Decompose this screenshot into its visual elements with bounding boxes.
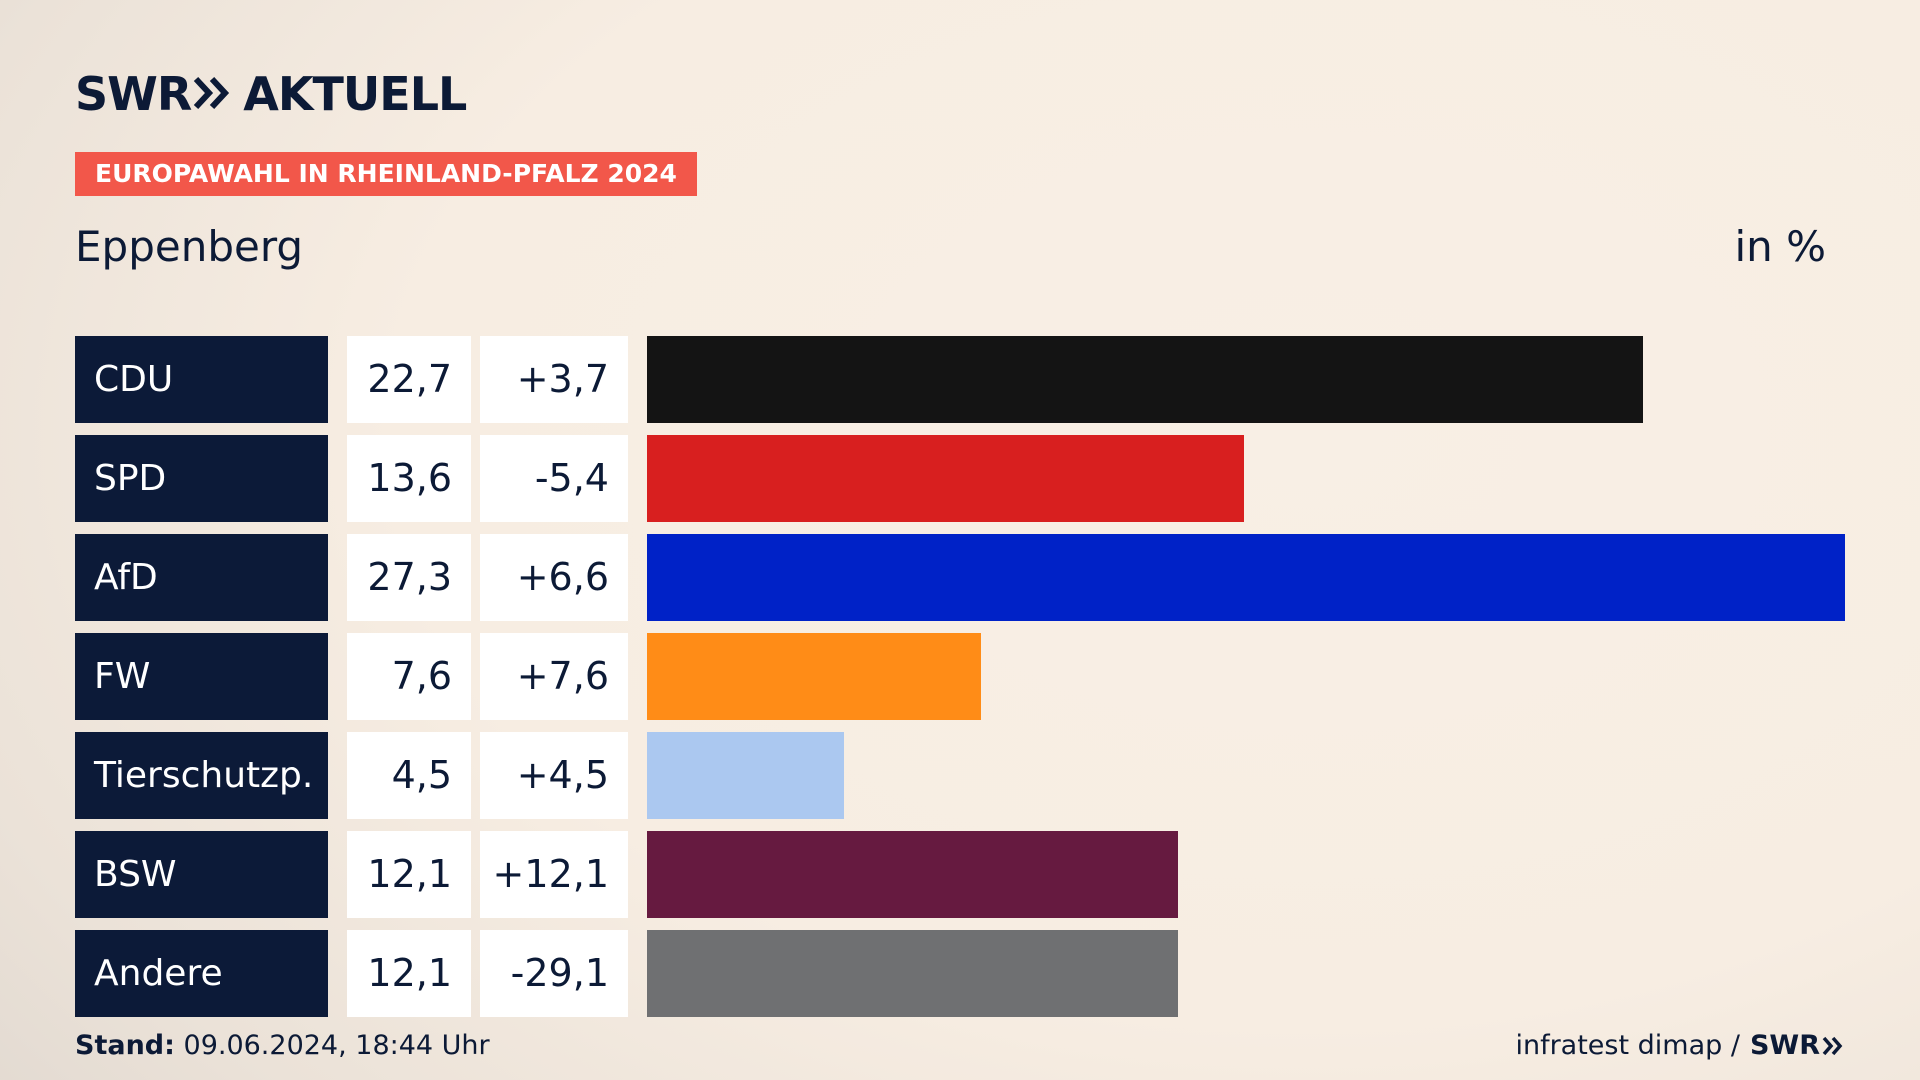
result-bar: [647, 831, 1178, 918]
region-title: Eppenberg: [75, 222, 304, 271]
share-value: 7,6: [347, 633, 471, 720]
party-label: AfD: [75, 534, 328, 621]
change-value: +12,1: [480, 831, 628, 918]
logo-brand: SWR: [75, 67, 192, 121]
source-brand: SWR: [1749, 1030, 1820, 1061]
result-bar: [647, 435, 1244, 522]
change-value: +6,6: [480, 534, 628, 621]
party-label: BSW: [75, 831, 328, 918]
result-row: Tierschutzp. 4,5 +4,5: [75, 732, 1845, 819]
share-value: 12,1: [347, 831, 471, 918]
result-bar: [647, 336, 1643, 423]
result-bar: [647, 534, 1845, 621]
timestamp: Stand: 09.06.2024, 18:44 Uhr: [75, 1030, 490, 1061]
result-row: AfD 27,3 +6,6: [75, 534, 1845, 621]
result-bar: [647, 732, 844, 819]
source-credit: infratest dimap / SWR: [1515, 1030, 1844, 1061]
stand-label: Stand:: [75, 1030, 175, 1061]
result-row: FW 7,6 +7,6: [75, 633, 1845, 720]
stand-value: 09.06.2024, 18:44 Uhr: [183, 1030, 490, 1061]
party-label: Andere: [75, 930, 328, 1017]
swr-aktuell-logo: SWR AKTUELL: [75, 66, 467, 122]
share-value: 27,3: [347, 534, 471, 621]
share-value: 22,7: [347, 336, 471, 423]
change-value: +7,6: [480, 633, 628, 720]
result-bar: [647, 633, 981, 720]
share-value: 4,5: [347, 732, 471, 819]
result-row: Andere 12,1 -29,1: [75, 930, 1845, 1017]
result-row: CDU 22,7 +3,7: [75, 336, 1845, 423]
double-chevron-icon: [1822, 1036, 1843, 1055]
source-text: infratest dimap /: [1515, 1030, 1740, 1061]
share-value: 13,6: [347, 435, 471, 522]
source-logo: SWR: [1750, 1030, 1844, 1061]
result-row: SPD 13,6 -5,4: [75, 435, 1845, 522]
change-value: +4,5: [480, 732, 628, 819]
change-value: +3,7: [480, 336, 628, 423]
party-label: Tierschutzp.: [75, 732, 328, 819]
party-label: CDU: [75, 336, 328, 423]
logo-suffix: AKTUELL: [243, 67, 467, 121]
result-row: BSW 12,1 +12,1: [75, 831, 1845, 918]
election-tag: EUROPAWAHL IN RHEINLAND-PFALZ 2024: [75, 152, 697, 196]
party-label: SPD: [75, 435, 328, 522]
party-label: FW: [75, 633, 328, 720]
result-bar: [647, 930, 1178, 1017]
change-value: -29,1: [480, 930, 628, 1017]
double-chevron-icon: [193, 67, 231, 121]
share-value: 12,1: [347, 930, 471, 1017]
change-value: -5,4: [480, 435, 628, 522]
unit-label: in %: [1734, 222, 1826, 271]
